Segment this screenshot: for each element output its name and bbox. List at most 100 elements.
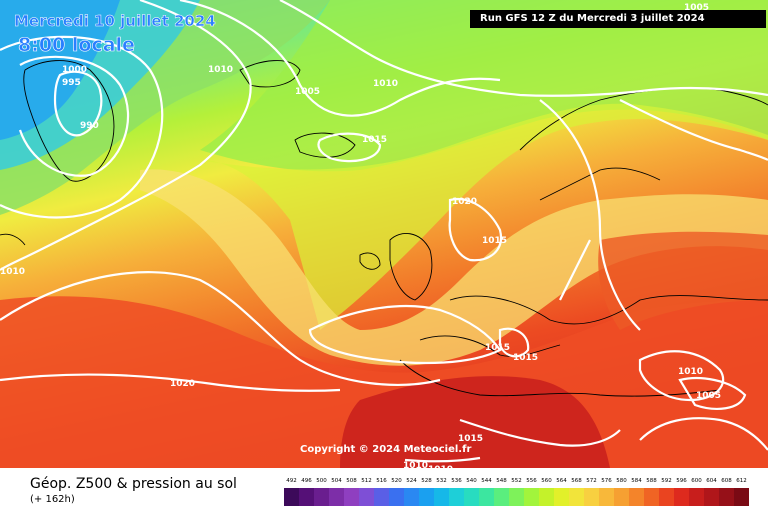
pressure-label: 995: [62, 78, 81, 88]
legend-label: 536: [451, 478, 462, 484]
legend-label: 556: [526, 478, 537, 484]
pressure-label: 1020: [170, 379, 195, 389]
legend-swatch: [569, 488, 584, 506]
legend-label: 604: [706, 478, 717, 484]
legend-swatch: [629, 488, 644, 506]
legend-swatch: [389, 488, 404, 506]
legend-swatch: [614, 488, 629, 506]
legend-swatch: [419, 488, 434, 506]
legend-swatch: [434, 488, 449, 506]
legend-label: 524: [406, 478, 417, 484]
legend-swatch: [539, 488, 554, 506]
z500-ridge: [140, 169, 768, 366]
legend-label: 532: [436, 478, 447, 484]
legend-label: 580: [616, 478, 627, 484]
run-info-box: Run GFS 12 Z du Mercredi 3 juillet 2024: [470, 10, 766, 28]
legend-label: 540: [466, 478, 477, 484]
legend-label: 568: [571, 478, 582, 484]
map-canvas: 1000 995 990 1010 1005 1010 1015 1020 10…: [0, 0, 768, 468]
legend-swatch: [284, 488, 299, 506]
legend-swatch: [344, 488, 359, 506]
z500-east: [598, 231, 768, 330]
legend-label: 588: [646, 478, 657, 484]
legend-swatch: [674, 488, 689, 506]
legend-swatch: [689, 488, 704, 506]
pressure-label: 1015: [362, 135, 387, 145]
pressure-label: 1010: [208, 65, 233, 75]
footer-bar: Géop. Z500 & pression au sol (+ 162h) 49…: [0, 468, 768, 512]
z500-south-deep: [340, 376, 610, 468]
legend-label: 528: [421, 478, 432, 484]
legend-label: 500: [316, 478, 327, 484]
legend-swatch: [524, 488, 539, 506]
coastlines: [0, 60, 768, 397]
legend-label: 576: [601, 478, 612, 484]
valid-date: Mercredi 10 juillet 2024: [14, 12, 216, 31]
legend-swatch: [479, 488, 494, 506]
legend-swatch: [314, 488, 329, 506]
copyright-text: Copyright © 2024 Meteociel.fr: [300, 444, 472, 455]
z500-north-belt: [200, 0, 768, 172]
legend-label: 552: [511, 478, 522, 484]
product-title: Géop. Z500 & pression au sol: [30, 476, 237, 492]
legend-label: 572: [586, 478, 597, 484]
legend-label: 612: [736, 478, 747, 484]
legend-swatch: [359, 488, 374, 506]
pressure-label: 1020: [452, 197, 477, 207]
legend-swatch: [584, 488, 599, 506]
legend-label: 544: [481, 478, 492, 484]
legend-swatch: [644, 488, 659, 506]
legend-label: 560: [541, 478, 552, 484]
legend-label: 596: [676, 478, 687, 484]
legend-label: 496: [301, 478, 312, 484]
forecast-hour: (+ 162h): [30, 494, 75, 505]
isobars: [0, 0, 768, 461]
legend-swatch: [509, 488, 524, 506]
legend-label: 520: [391, 478, 402, 484]
legend-label: 600: [691, 478, 702, 484]
legend-swatch: [734, 488, 749, 506]
pressure-label: 1000: [62, 65, 87, 75]
legend-label: 492: [286, 478, 297, 484]
legend-label: 516: [376, 478, 387, 484]
legend-swatch: [554, 488, 569, 506]
pressure-label: 1010: [678, 367, 703, 377]
pressure-label: 1015: [482, 236, 507, 246]
valid-time: 8:00 locale: [18, 34, 136, 57]
legend-swatch: [449, 488, 464, 506]
legend-label: 512: [361, 478, 372, 484]
legend-swatch: [374, 488, 389, 506]
pressure-label: 990: [80, 121, 99, 131]
legend-label: 548: [496, 478, 507, 484]
legend-swatch: [599, 488, 614, 506]
pressure-label: 1015: [485, 343, 510, 353]
legend-swatch: [464, 488, 479, 506]
pressure-label: 1015: [513, 353, 538, 363]
pressure-label: 1005: [295, 87, 320, 97]
pressure-label: 1005: [696, 391, 721, 401]
legend-swatch: [404, 488, 419, 506]
legend-swatch: [494, 488, 509, 506]
run-info-text: Run GFS 12 Z du Mercredi 3 juillet 2024: [480, 13, 705, 24]
pressure-label: 1010: [0, 267, 25, 277]
legend-label: 584: [631, 478, 642, 484]
legend-label: 592: [661, 478, 672, 484]
pressure-label: 1010: [373, 79, 398, 89]
legend-label: 608: [721, 478, 732, 484]
z500-north-yellow-green: [200, 103, 768, 331]
pressure-label: 1010: [428, 465, 453, 468]
pressure-label: 1005: [684, 3, 709, 13]
pressure-label: 1010: [403, 461, 428, 468]
legend-swatch: [704, 488, 719, 506]
legend-swatch: [659, 488, 674, 506]
z500-low-center: [0, 0, 120, 140]
legend-swatch: [329, 488, 344, 506]
legend-label: 564: [556, 478, 567, 484]
legend-swatch: [719, 488, 734, 506]
legend-label: 508: [346, 478, 357, 484]
legend-swatch: [299, 488, 314, 506]
legend-label: 504: [331, 478, 342, 484]
pressure-labels: 1000 995 990 1010 1005 1010 1015 1020 10…: [0, 3, 721, 468]
pressure-label: 1015: [458, 434, 483, 444]
